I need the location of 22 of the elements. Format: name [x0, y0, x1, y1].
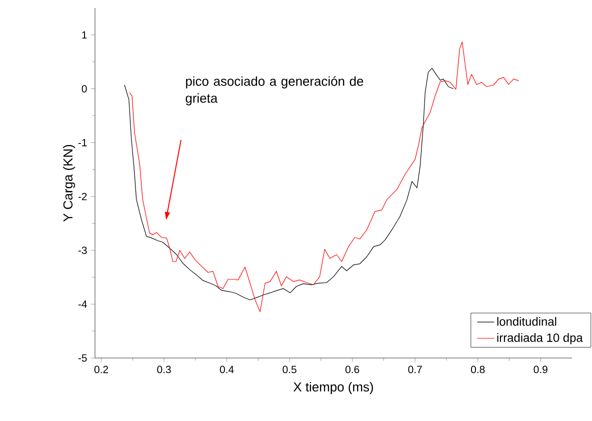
x-tick-label: 0.2 — [94, 366, 108, 374]
y-tick-label: -3 — [78, 246, 87, 254]
y-tick-label: -5 — [78, 354, 87, 362]
line-series — [129, 42, 519, 312]
x-tick-label: 0.7 — [408, 366, 422, 374]
y-tick-label: -4 — [78, 300, 87, 308]
x-tick-label: 0.4 — [220, 366, 234, 374]
line-series — [124, 68, 454, 300]
x-tick-label: 0.5 — [282, 366, 296, 374]
x-tick-label: 0.3 — [157, 366, 171, 374]
y-axis-title: Y Carga (KN) — [63, 144, 76, 222]
legend-label: londitudinal — [497, 317, 556, 326]
y-tick-label: -2 — [78, 192, 87, 200]
y-tick-label: -1 — [78, 139, 87, 146]
x-tick-label: 0.9 — [534, 366, 548, 374]
y-tick-label: 0 — [82, 85, 87, 92]
legend-label: irradiada 10 dpa — [497, 333, 583, 344]
x-axis-title: X tiempo (ms) — [293, 382, 373, 394]
x-tick-label: 0.6 — [345, 366, 360, 374]
annotation: pico asociado a generación de grieta — [186, 76, 364, 106]
y-tick-label: 1 — [82, 31, 87, 39]
x-tick-label: 0.8 — [470, 366, 485, 374]
